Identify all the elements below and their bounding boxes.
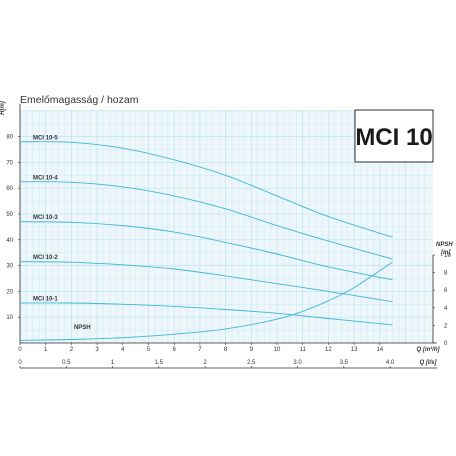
x-tick-top-label: 4 [121,347,125,353]
y-axis-right-label: NPSH [436,242,453,248]
x-tick-top-label: 7 [198,347,202,353]
x-tick-bottom-label: 2.5 [247,360,256,366]
y-tick-left-label: 60 [6,186,13,192]
y-tick-left-label: 70 [6,160,13,166]
x-tick-top-label: 0 [18,347,22,353]
y-axis-left-label: H[m] [0,100,6,115]
series-line-mci-10-1 [19,302,393,326]
badge-label: MCI 10 [355,124,432,151]
badge-box [354,109,434,163]
x-tick-bottom-label: 3.0 [293,360,302,366]
y-tick-left-label: 10 [6,315,13,321]
x-axis-top-label: Q [m³/h] [417,346,441,353]
series-line-mci-10-2 [19,261,393,303]
y-tick-right-label: 8 [444,271,448,277]
chart-title: Emelőmagasság / hozam [20,94,139,106]
series-label-npsh: NPSH [74,325,91,331]
x-tick-top-label: 10 [274,347,281,353]
x-tick-top-label: 1 [44,347,48,353]
x-tick-top-label: 8 [224,347,228,353]
y-tick-left-label: 20 [6,289,13,295]
y-tick-right-label: 10 [444,253,451,259]
series-label-mci-10-2: MCI 10-2 [33,255,58,261]
y-tick-right-label: 2 [444,323,448,329]
series-line-mci-10-4 [19,181,393,260]
x-tick-top-label: 14 [376,347,383,353]
series-label-mci-10-1: MCI 10-1 [33,297,58,303]
x-tick-bottom-label: 1 [111,360,115,366]
series-line-npsh [19,261,393,341]
y-tick-right-label: 0 [444,341,448,347]
y-tick-right-label: 4 [444,306,448,312]
x-tick-top-label: 3 [95,347,99,353]
x-tick-top-label: 2 [70,347,74,353]
y-tick-left-label: 50 [6,212,13,218]
x-tick-bottom-label: 4.0 [386,360,395,366]
x-tick-top-label: 12 [325,347,332,353]
model-badge: MCI 10 [354,109,434,163]
x-tick-top-label: 6 [173,347,177,353]
y-tick-left-label: 80 [6,135,13,141]
series-line-mci-10-5 [19,141,393,238]
y-axis-right-unit: [m] [440,250,451,256]
series-group: MCI 10-5 MCI 10-4 MCI 10-3 MCI 10-2 MCI 10-1… [19,135,393,341]
series-label-mci-10-3: MCI 10-3 [33,215,58,221]
x-tick-bottom-label: 1.5 [155,360,164,366]
y-tick-left-label: 40 [6,238,13,244]
y-tick-right-label: 6 [444,288,448,294]
x-tick-bottom-label: 0.5 [62,360,71,366]
x-tick-bottom-label: 3.5 [340,360,349,366]
x-tick-top-label: 5 [147,347,151,353]
x-tick-bottom-label: 2 [203,360,207,366]
series-label-mci-10-4: MCI 10-4 [33,175,58,181]
series-label-mci-10-5: MCI 10-5 [33,135,58,141]
x-tick-top-label: 11 [300,347,307,353]
series-line-mci-10-3 [19,221,393,281]
x-tick-top-label: 13 [351,347,358,353]
y-tick-left-label: 30 [6,264,13,270]
x-tick-top-label: 9 [250,347,254,353]
x-axis-bottom-label: Q [l/s] [419,360,437,366]
x-tick-bottom-label: 0 [18,360,22,366]
